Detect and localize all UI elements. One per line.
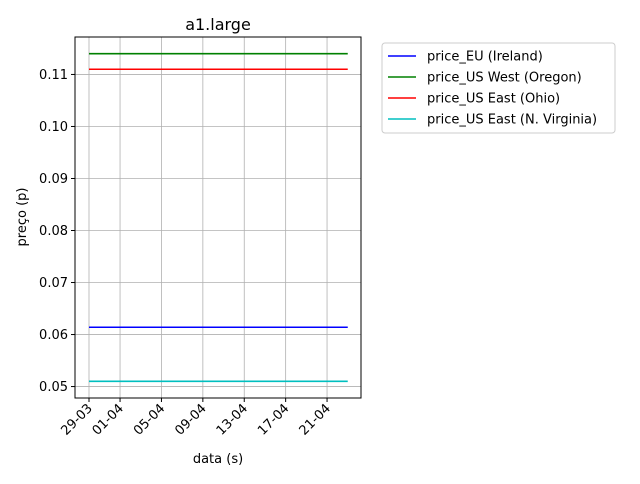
series-lines <box>89 52 348 383</box>
legend-label: price_US East (N. Virginia) <box>427 113 597 128</box>
legend-label: price_US East (Ohio) <box>427 92 560 107</box>
legend: price_EU (Ireland) price_US West (Oregon)… <box>381 42 616 134</box>
x-tick-label: 13-04 <box>214 401 251 438</box>
plot-frame <box>74 36 362 399</box>
x-tick-label: 01-04 <box>90 401 127 438</box>
legend-label: price_EU (Ireland) <box>427 50 543 65</box>
x-tick-label: 29-03 <box>59 401 96 438</box>
y-tick-label: 0.10 <box>39 120 68 135</box>
x-tick-label: 05-04 <box>131 401 168 438</box>
x-tick-label: 17-04 <box>255 401 292 438</box>
y-tick-label: 0.07 <box>39 276 68 291</box>
x-tick-label: 09-04 <box>172 401 209 438</box>
y-tick-label: 0.11 <box>39 68 68 83</box>
legend-label: price_US West (Oregon) <box>427 71 582 86</box>
y-tick-label: 0.06 <box>39 328 68 343</box>
y-axis: 0.05 0.06 0.07 0.08 0.09 0.10 0.11 <box>39 68 75 395</box>
x-axis-label: data (s) <box>193 452 243 467</box>
grid <box>75 37 361 398</box>
y-tick-label: 0.05 <box>39 380 68 395</box>
legend-box <box>381 42 616 134</box>
y-axis-label: preço (p) <box>15 188 30 247</box>
y-tick-label: 0.08 <box>39 224 68 239</box>
y-tick-label: 0.09 <box>39 172 68 187</box>
x-tick-label: 21-04 <box>297 401 334 438</box>
chart-title: a1.large <box>185 15 251 34</box>
